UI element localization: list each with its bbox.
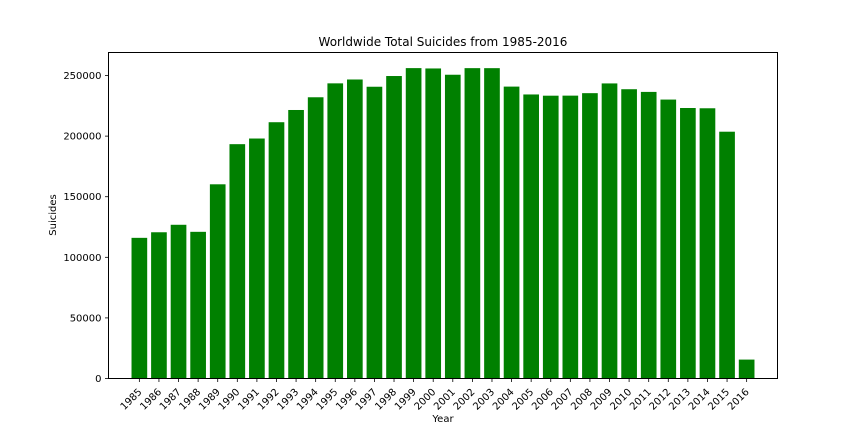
x-tick-label: 2015 xyxy=(706,387,732,413)
bar-2011 xyxy=(640,91,657,379)
bar-2009 xyxy=(601,83,618,379)
x-tick-label: 1985 xyxy=(119,387,145,413)
y-tick-label: 100000 xyxy=(63,253,101,264)
y-tick-label: 200000 xyxy=(63,132,101,143)
x-tick-label: 2002 xyxy=(452,387,478,413)
plot-frame xyxy=(108,52,778,379)
bar-2014 xyxy=(699,108,716,379)
chart-title: Worldwide Total Suicides from 1985-2016 xyxy=(319,35,568,49)
bar-2015 xyxy=(719,131,735,379)
bar-2016 xyxy=(738,359,755,379)
bar-1985 xyxy=(131,237,148,379)
y-tick-label: 150000 xyxy=(63,192,101,203)
bar-1992 xyxy=(268,122,285,379)
bar-2006 xyxy=(542,95,559,379)
bar-2010 xyxy=(621,89,637,379)
x-tick-label: 2009 xyxy=(589,387,615,413)
x-tick-label: 1990 xyxy=(217,387,243,413)
bar-1989 xyxy=(209,184,226,379)
x-tick-label: 1998 xyxy=(373,387,399,413)
x-tick-label: 2005 xyxy=(511,387,537,413)
bar-1990 xyxy=(229,144,246,379)
x-tick-label: 2016 xyxy=(726,387,752,413)
x-tick-label: 1992 xyxy=(256,387,282,413)
x-tick-label: 1991 xyxy=(236,387,262,413)
bar-1994 xyxy=(307,97,324,379)
bar-2013 xyxy=(680,108,696,379)
bar-1988 xyxy=(190,231,206,379)
bar-2008 xyxy=(582,93,598,379)
y-tick-label: 0 xyxy=(95,374,101,385)
x-tick-label: 1988 xyxy=(177,387,203,413)
bar-2007 xyxy=(562,95,579,379)
x-tick-label: 1987 xyxy=(158,387,184,413)
bar-1987 xyxy=(170,224,187,379)
bar-1996 xyxy=(347,79,363,379)
bar-2005 xyxy=(523,94,539,379)
x-tick-label: 2003 xyxy=(471,387,497,413)
x-tick-label: 2001 xyxy=(432,387,458,413)
x-tick-label: 1996 xyxy=(334,387,360,413)
bar-1986 xyxy=(151,232,167,379)
bars-group xyxy=(131,68,755,379)
bar-1995 xyxy=(327,83,344,379)
x-tick-label: 2014 xyxy=(687,387,713,413)
x-tick-label: 2000 xyxy=(413,387,439,413)
bar-2004 xyxy=(503,86,520,379)
y-tick-label: 50000 xyxy=(70,313,102,324)
y-axis-label: Suicides xyxy=(48,194,59,235)
bar-1997 xyxy=(366,86,383,379)
x-tick-label: 2011 xyxy=(628,387,654,413)
x-tick-label: 1994 xyxy=(295,387,321,413)
bar-1991 xyxy=(249,138,265,379)
x-tick-label: 1995 xyxy=(315,387,341,413)
x-tick-label: 1986 xyxy=(138,387,164,413)
x-tick-label: 1993 xyxy=(275,387,301,413)
x-tick-label: 1999 xyxy=(393,387,419,413)
x-tick-label: 2006 xyxy=(530,387,556,413)
x-tick-label: 2004 xyxy=(491,387,517,413)
x-tick-label: 2008 xyxy=(569,387,595,413)
bar-1999 xyxy=(405,68,422,379)
bar-1998 xyxy=(386,76,402,379)
x-tick-label: 2007 xyxy=(550,387,576,413)
x-tick-label: 2012 xyxy=(648,387,674,413)
bar-2000 xyxy=(425,68,442,379)
x-tick-label: 2010 xyxy=(608,387,634,413)
bar-1993 xyxy=(288,109,304,379)
x-tick-label: 1989 xyxy=(197,387,223,413)
bar-2012 xyxy=(660,99,677,379)
bar-2003 xyxy=(484,68,500,379)
bar-2001 xyxy=(444,74,461,379)
y-tick-label: 250000 xyxy=(63,71,101,82)
x-axis-label: Year xyxy=(431,414,454,425)
x-tick-label: 1997 xyxy=(354,387,380,413)
bar-2002 xyxy=(464,68,481,379)
x-tick-label: 2013 xyxy=(667,387,693,413)
